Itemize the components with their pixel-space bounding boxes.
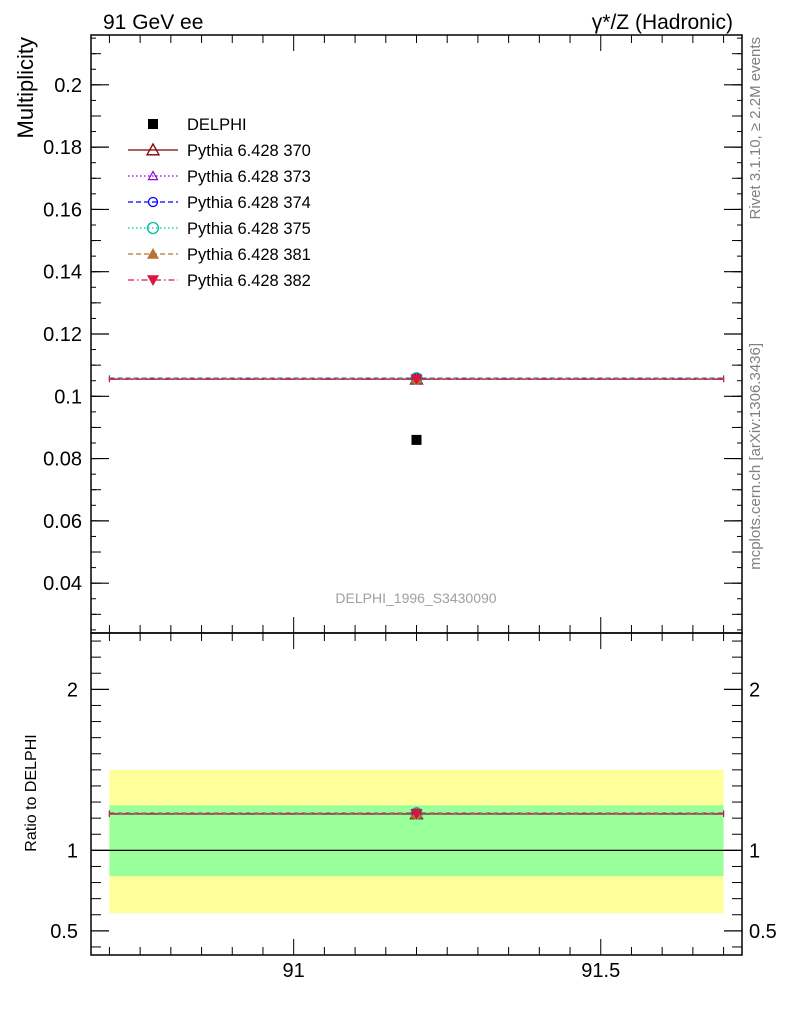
legend-marker <box>147 170 159 181</box>
x-tick-label: 91.5 <box>581 960 620 982</box>
ratio-series-point <box>410 809 423 820</box>
main-y-tick-label: 0.16 <box>43 199 82 221</box>
legend-marker <box>145 142 161 156</box>
legend-label: Pythia 6.428 373 <box>187 168 311 186</box>
legend-marker <box>148 119 158 129</box>
main-y-tick-label: 0.04 <box>43 573 82 595</box>
x-tick-label: 91 <box>283 960 305 982</box>
legend-item-0: DELPHI <box>148 116 247 134</box>
legend-label: Pythia 6.428 375 <box>187 220 311 238</box>
legend-marker <box>146 221 160 235</box>
main-series-6 <box>108 374 725 386</box>
main-series-0 <box>411 434 422 445</box>
main-y-tick-label: 0.18 <box>43 137 82 159</box>
legend-item-5: Pythia 6.428 381 <box>128 246 311 264</box>
ratio-y-tick-label-right: 1 <box>749 840 760 862</box>
ratio-y-axis-label: Ratio to DELPHI <box>23 734 40 851</box>
legend-marker <box>147 196 159 208</box>
left-title: 91 GeV ee <box>103 11 203 34</box>
legend-label: DELPHI <box>187 116 247 134</box>
main-y-tick-label: 0.12 <box>43 324 82 346</box>
ratio-panel: 0.5 0.5 1 1 2 2 91 91.5 Ratio to DELPHI <box>23 632 777 982</box>
legend-item-3: Pythia 6.428 374 <box>128 194 311 212</box>
analysis-label: DELPHI_1996_S3430090 <box>335 590 496 606</box>
main-series-layer <box>108 371 725 445</box>
main-series-point <box>410 374 423 386</box>
ratio-y-tick-label-left: 2 <box>67 679 78 701</box>
legend-item-1: Pythia 6.428 370 <box>128 142 311 160</box>
rivet-label: Rivet 3.1.10, ≥ 2.2M events <box>747 37 764 220</box>
legend-marker <box>147 275 159 286</box>
legend-marker <box>147 248 159 259</box>
ratio-series-5 <box>108 809 725 820</box>
legend-label: Pythia 6.428 381 <box>187 246 311 264</box>
main-y-tick-label: 0.1 <box>54 386 82 408</box>
ratio-y-tick-label-right: 0.5 <box>749 921 777 943</box>
right-title: γ*/Z (Hadronic) <box>592 11 733 34</box>
legend-label: Pythia 6.428 370 <box>187 142 311 160</box>
main-y-tick-label: 0.2 <box>54 75 82 97</box>
main-y-axis-label: Multiplicity <box>13 37 38 138</box>
legend-label: Pythia 6.428 382 <box>187 272 311 290</box>
legend-item-2: Pythia 6.428 373 <box>128 168 311 186</box>
main-panel: 0.04 0.06 0.08 0.1 0.12 0.14 0.16 0.18 0.2 Multi… <box>13 34 743 634</box>
ratio-series-layer <box>108 806 725 820</box>
ratio-y-tick-label-right: 2 <box>749 679 760 701</box>
ratio-y-tick-label-left: 0.5 <box>50 921 78 943</box>
ratio-y-tick-label-left: 1 <box>67 840 78 862</box>
main-y-tick-label: 0.08 <box>43 449 82 471</box>
legend: DELPHI Pythia 6.428 370 Pythia 6.428 373 Py… <box>128 116 311 290</box>
main-y-tick-label: 0.14 <box>43 262 82 284</box>
legend-item-6: Pythia 6.428 382 <box>128 272 311 290</box>
legend-label: Pythia 6.428 374 <box>187 194 311 212</box>
mcplots-label: mcplots.cern.ch [arXiv:1306.3436] <box>747 343 764 570</box>
legend-item-4: Pythia 6.428 375 <box>128 220 311 238</box>
main-series-point <box>411 434 422 445</box>
main-y-tick-label: 0.06 <box>43 511 82 533</box>
